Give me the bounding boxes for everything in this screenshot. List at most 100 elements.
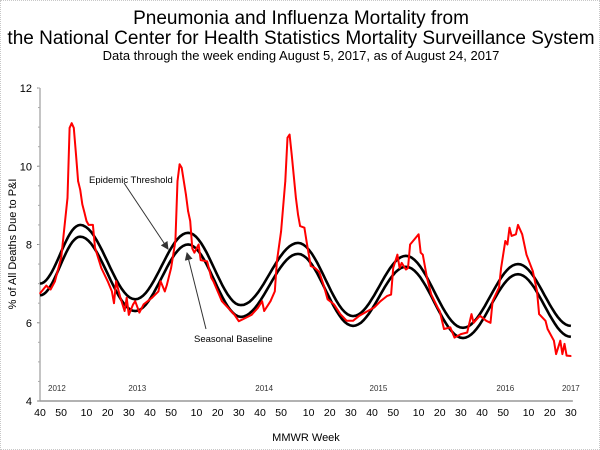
- pi-data-point: [128, 314, 130, 316]
- pi-data-point: [180, 167, 183, 169]
- pi-data-point: [544, 319, 547, 322]
- pi-data-point: [345, 319, 348, 322]
- x-tick-label: 20: [212, 407, 224, 419]
- pi-data-point: [419, 251, 422, 254]
- pi-data-point: [367, 310, 369, 312]
- pi-data-point: [373, 306, 375, 309]
- pi-data-point: [176, 180, 179, 182]
- x-tick-label: 10: [81, 407, 93, 419]
- pi-data-point: [466, 331, 469, 334]
- y-tick-label: 8: [26, 240, 32, 252]
- chart-title: Pneumonia and Influenza Mortality from: [133, 8, 469, 29]
- pi-data-point: [159, 280, 162, 283]
- pi-data-point: [66, 197, 69, 199]
- pi-data-point: [333, 303, 335, 306]
- pi-data-point: [178, 163, 181, 166]
- pi-data-point: [400, 262, 403, 264]
- pi-data-point: [290, 153, 293, 156]
- x-tick-label: 10: [413, 407, 425, 419]
- pi-data-point: [398, 267, 401, 269]
- pi-data-point: [472, 321, 475, 324]
- pi-data-point: [390, 293, 392, 296]
- year-label: 2017: [562, 384, 580, 393]
- chart-subtitle: Data through the week ending August 5, 2…: [102, 48, 500, 63]
- pi-data-point: [157, 290, 160, 293]
- pi-data-point: [212, 280, 215, 283]
- pi-data-point: [189, 220, 191, 222]
- pi-data-point: [233, 314, 236, 316]
- pi-data-point: [94, 246, 96, 249]
- pi-data-point: [561, 353, 564, 355]
- x-tick-label: 40: [254, 407, 266, 419]
- pi-data-point: [485, 319, 488, 322]
- pi-data-point: [92, 224, 94, 226]
- pi-data-point: [405, 268, 407, 271]
- pi-data-point: [197, 243, 200, 246]
- year-label: 2013: [128, 384, 146, 393]
- x-axis-label: MMWR Week: [272, 432, 340, 444]
- pi-data-point: [60, 257, 62, 259]
- pi-data-point: [546, 328, 549, 330]
- pi-data-point: [531, 270, 534, 272]
- pi-data-point: [339, 313, 342, 315]
- pi-data-point: [227, 307, 230, 309]
- x-tick-label: 20: [544, 407, 556, 419]
- x-tick-label: 20: [434, 407, 446, 419]
- pi-data-point: [417, 233, 420, 236]
- pi-data-point: [422, 253, 424, 256]
- seasonal-baseline-arrow: [184, 252, 207, 330]
- pi-data-point: [276, 260, 278, 263]
- x-tick-label: 30: [455, 407, 467, 419]
- x-tick-label: 50: [497, 407, 509, 419]
- pi-data-point: [470, 313, 473, 315]
- x-tick-label: 40: [34, 407, 46, 419]
- pi-data-point: [498, 286, 500, 289]
- pi-data-point: [438, 310, 441, 312]
- pi-data-point: [491, 300, 494, 303]
- pi-data-point: [70, 122, 73, 125]
- pi-data-point: [453, 336, 456, 339]
- pi-data-point: [443, 328, 445, 330]
- pi-data-point: [413, 238, 416, 241]
- pi-data-point: [386, 295, 388, 297]
- pi-data-point: [508, 226, 511, 229]
- pi-data-point: [358, 314, 361, 317]
- pi-data-point: [81, 203, 84, 206]
- epidemic-threshold-label: Epidemic Threshold: [89, 175, 173, 186]
- pi-data-point: [500, 267, 502, 269]
- pi-data-point: [295, 197, 297, 199]
- pi-data-point: [326, 298, 329, 301]
- pi-data-point: [163, 290, 166, 293]
- y-tick-label: 6: [26, 318, 32, 330]
- pi-data-point: [210, 276, 213, 279]
- pi-data-point: [521, 233, 524, 236]
- pi-data-point: [553, 339, 555, 342]
- pi-data-point: [536, 290, 538, 292]
- x-tick-label: 50: [55, 407, 67, 419]
- pi-data-point: [111, 290, 113, 293]
- pi-data-point: [134, 300, 136, 303]
- y-axis-label: % of All Deaths Due to P&I: [7, 179, 19, 310]
- pi-data-point: [68, 127, 71, 129]
- pi-data-point: [49, 288, 52, 291]
- pi-data-point: [113, 302, 115, 304]
- pi-data-point: [559, 339, 562, 342]
- pi-data-point: [199, 259, 202, 261]
- x-tick-label: 30: [233, 407, 245, 419]
- epidemic-threshold-arrow: [123, 182, 169, 250]
- x-tick-label: 50: [387, 407, 399, 419]
- pi-data-point: [525, 253, 528, 256]
- pi-data-point: [250, 314, 253, 316]
- y-tick-label: 10: [20, 161, 32, 173]
- year-label: 2012: [48, 384, 66, 393]
- pi-data-point: [565, 354, 568, 357]
- pi-data-point: [39, 292, 41, 295]
- pi-data-point: [352, 319, 354, 322]
- year-label: 2014: [255, 384, 273, 393]
- pi-data-point: [297, 213, 299, 216]
- seasonal-baseline-line: [39, 235, 572, 340]
- x-tick-label: 20: [324, 407, 336, 419]
- pi-data-point: [288, 133, 291, 136]
